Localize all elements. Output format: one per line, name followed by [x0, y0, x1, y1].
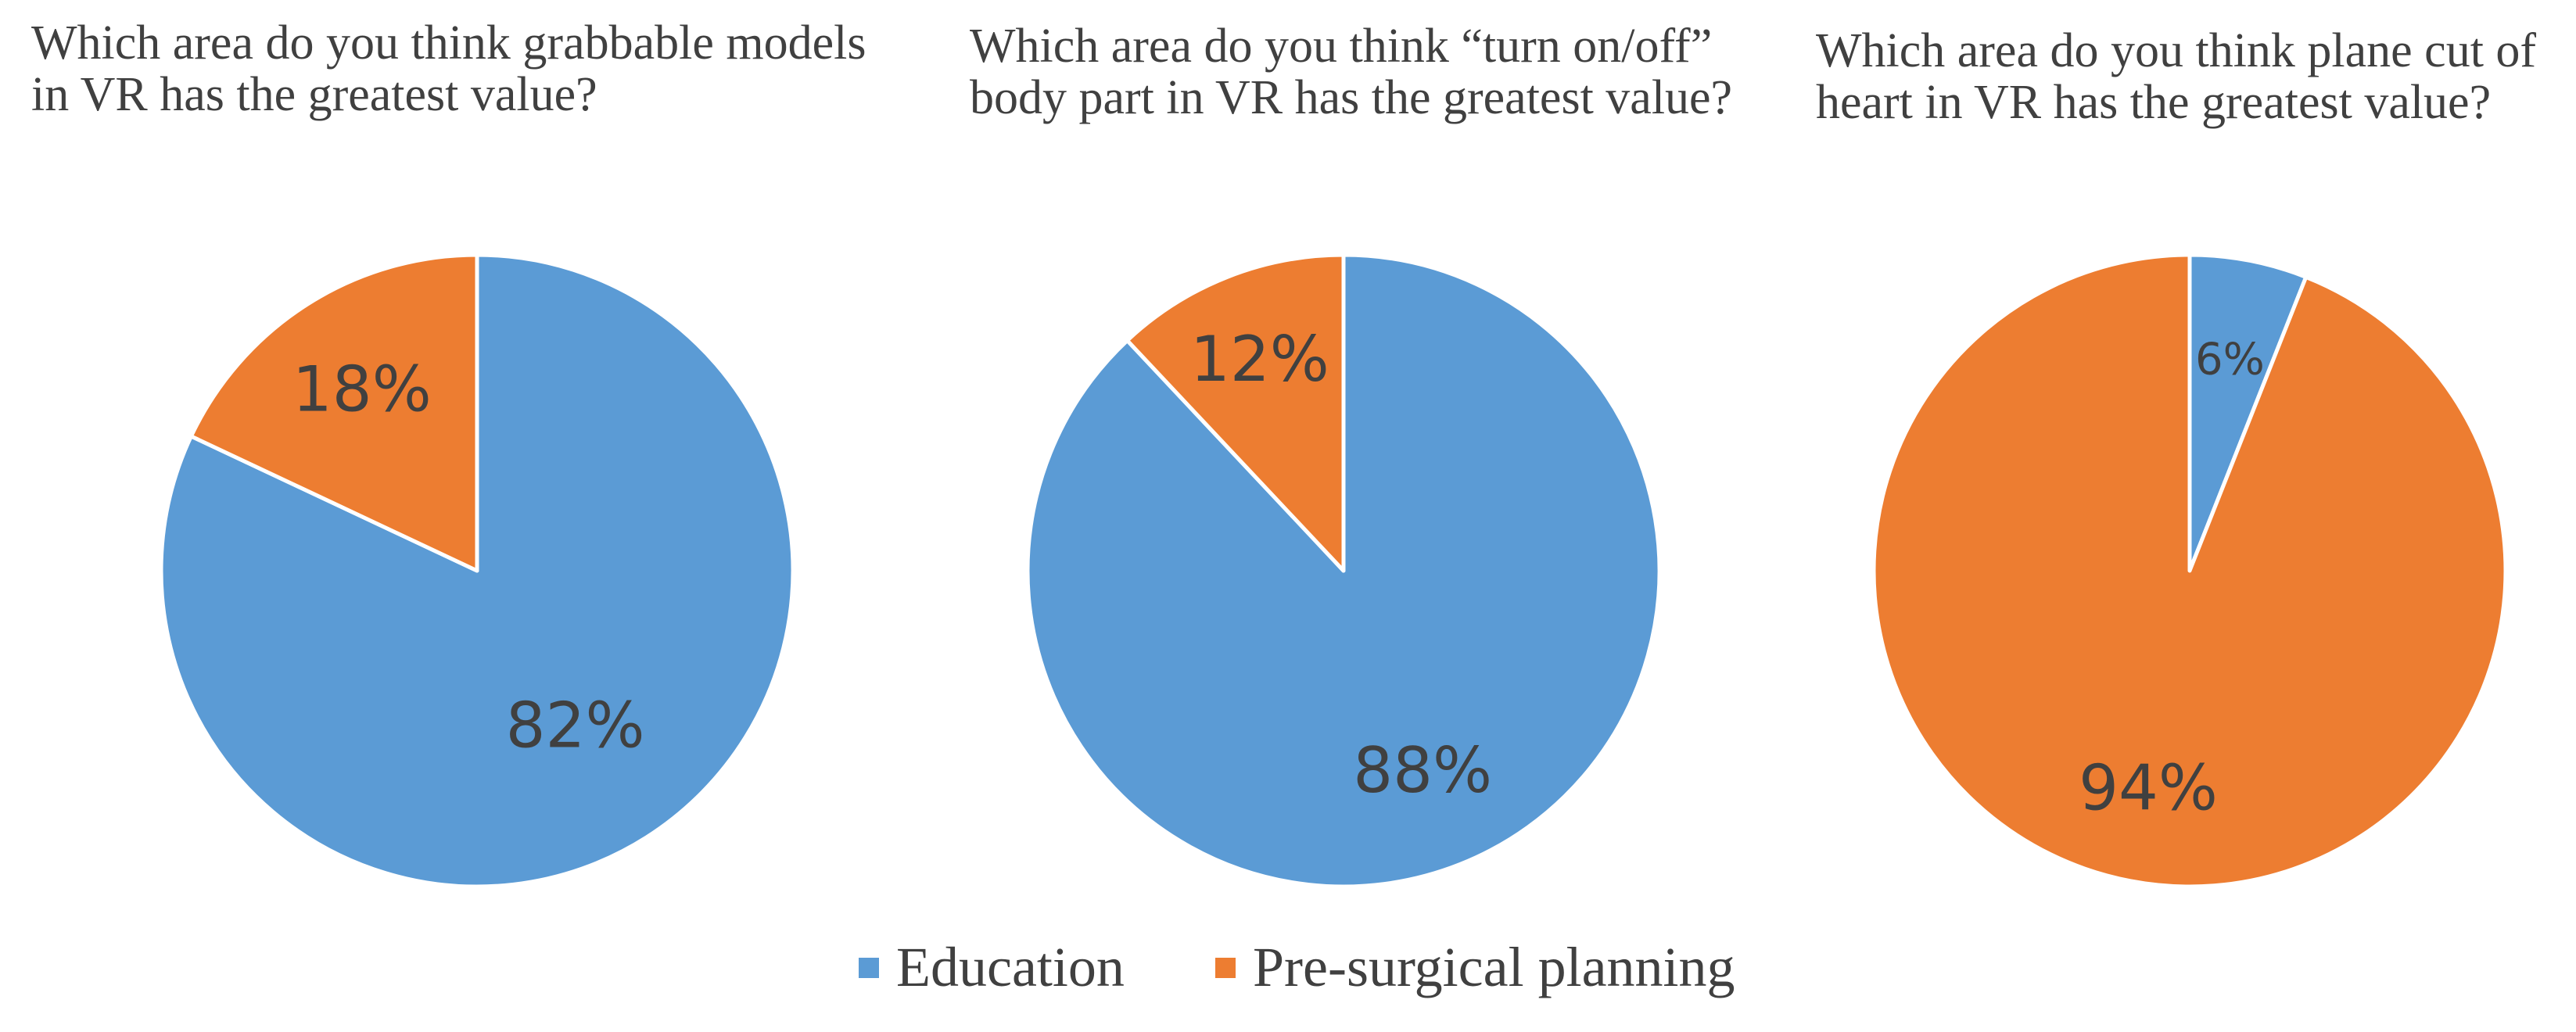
legend-label-pre-surgical-planning: Pre-surgical planning — [1253, 936, 1735, 998]
pie-2-label-pre-surgical-planning: 12% — [1190, 323, 1329, 396]
pie-2-slice-pre-surgical-planning — [1125, 253, 1346, 573]
chart-1-title: Which area do you think grabbable models… — [31, 16, 866, 121]
chart-2-title: Which area do you think “turn on/off” bo… — [970, 20, 1733, 124]
pie-chart-3: 6% 94% — [1871, 253, 2508, 889]
legend-item-education: Education — [859, 935, 1125, 1000]
legend-label-education: Education — [896, 936, 1125, 998]
pie-1-label-pre-surgical-planning: 18% — [292, 353, 432, 426]
pie-3-label-pre-surgical-planning: 94% — [2079, 751, 2218, 824]
pie-3-label-education: 6% — [2195, 335, 2265, 385]
legend-item-pre-surgical-planning: Pre-surgical planning — [1215, 935, 1735, 1000]
pie-3-slice-education — [2187, 253, 2309, 573]
pie-1-slice-pre-surgical-planning — [188, 253, 479, 573]
pie-chart-1: 82% 18% — [159, 253, 795, 889]
legend-swatch-pre-surgical-planning — [1215, 957, 1236, 978]
pie-1-label-education: 82% — [506, 689, 645, 761]
chart-3-title: Which area do you think plane cut of hea… — [1816, 24, 2537, 129]
pie-2-label-education: 88% — [1353, 734, 1492, 807]
legend: Education Pre-surgical planning — [0, 935, 2576, 1005]
pie-chart-2: 88% 12% — [1025, 253, 1662, 889]
pie-3-slice-pre-surgical-planning — [1871, 253, 2508, 889]
legend-swatch-education — [859, 957, 879, 978]
